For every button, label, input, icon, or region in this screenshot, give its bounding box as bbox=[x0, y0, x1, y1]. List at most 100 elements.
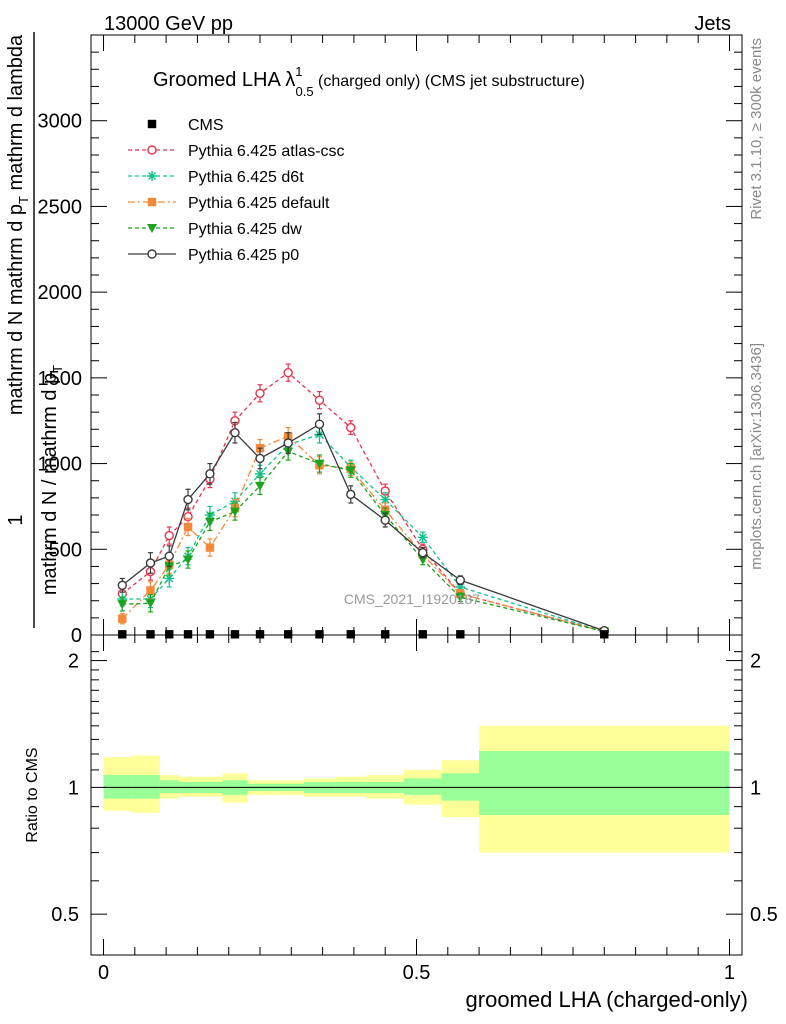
data-point-pythia-6-425-dw bbox=[204, 517, 215, 527]
y-label-part: mathrm d N / mathrm d p bbox=[39, 373, 61, 595]
legend-label-pythia-6-425-dw: Pythia 6.425 dw bbox=[188, 221, 302, 238]
y-label-part: mathrm d p bbox=[5, 204, 27, 305]
data-point-cms bbox=[255, 630, 265, 639]
y-label-denominator: mathrm d N / mathrm d pT bbox=[39, 365, 65, 595]
title-part: 0.5 bbox=[296, 84, 314, 99]
y-tick-label: 500 bbox=[49, 539, 82, 561]
x-tick-label: 0 bbox=[98, 962, 109, 984]
ratio-y-tick-label-right: 1 bbox=[750, 777, 761, 799]
data-point-pythia-6-425-d6t bbox=[380, 494, 391, 505]
data-point-pythia-6-425-p0 bbox=[346, 489, 356, 500]
data-point-pythia-6-425-atlas-csc bbox=[346, 422, 356, 433]
y-tick-label: 2500 bbox=[38, 196, 83, 218]
legend: CMS Pythia 6.425 atlas-csc Pythia 6.425 d6… bbox=[128, 117, 345, 264]
data-point-cms bbox=[315, 630, 324, 639]
rivet-label: Rivet 3.1.10, ≥ 300k events bbox=[748, 38, 765, 220]
data-point-pythia-6-425-default bbox=[205, 543, 215, 552]
y-tick-label: 1000 bbox=[38, 454, 83, 476]
ratio-inner-band-bin bbox=[479, 750, 730, 815]
legend-marker-pythia-6-425-dw bbox=[147, 224, 157, 233]
x-tick-label: 0.5 bbox=[403, 962, 431, 984]
data-point-pythia-6-425-p0 bbox=[230, 428, 240, 438]
x-tick-label: 1 bbox=[724, 962, 735, 984]
y-label-one: 1 bbox=[5, 514, 27, 525]
data-point-pythia-6-425-default bbox=[146, 586, 155, 595]
legend-label-cms: CMS bbox=[188, 117, 224, 134]
data-point-pythia-6-425-atlas-csc bbox=[255, 388, 265, 398]
x-axis-label: groomed LHA (charged-only) bbox=[466, 987, 748, 1012]
ratio-y-tick-label-right: 0.5 bbox=[750, 904, 778, 926]
data-point-pythia-6-425-atlas-csc bbox=[314, 395, 325, 405]
data-point-pythia-6-425-default bbox=[118, 614, 127, 623]
data-point-pythia-6-425-dw bbox=[455, 593, 466, 603]
ratio-y-tick-label-right: 2 bbox=[750, 651, 761, 673]
data-point-pythia-6-425-p0 bbox=[145, 558, 156, 568]
series-group bbox=[118, 630, 609, 639]
ratio-inner-band-bin bbox=[103, 774, 132, 799]
data-point-pythia-6-425-dw bbox=[183, 555, 194, 565]
data-point-cms bbox=[346, 630, 355, 639]
series-line-pythia-6-425-d6t bbox=[122, 433, 605, 633]
ratio-y-axis-label: Ratio to CMS bbox=[24, 747, 41, 842]
data-point-cms bbox=[205, 630, 215, 639]
data-point-pythia-6-425-p0 bbox=[255, 453, 265, 464]
ratio-inner-band-bin bbox=[131, 774, 160, 799]
energy-label: 13000 GeV pp bbox=[104, 13, 233, 35]
data-point-cms bbox=[146, 630, 155, 639]
data-point-pythia-6-425-dw bbox=[314, 459, 325, 469]
y-label-part: mathrm d N bbox=[5, 311, 27, 415]
data-point-pythia-6-425-p0 bbox=[205, 469, 215, 479]
data-point-pythia-6-425-d6t bbox=[164, 573, 175, 584]
data-point-pythia-6-425-p0 bbox=[380, 515, 390, 525]
data-point-pythia-6-425-p0 bbox=[283, 438, 293, 448]
data-point-cms bbox=[118, 630, 127, 639]
y-label-part: T bbox=[50, 365, 65, 373]
legend-marker-cms bbox=[147, 119, 157, 129]
chart-title: Groomed LHA λ1 0.5 (charged only) (CMS je… bbox=[153, 64, 585, 99]
y-tick-label: 3000 bbox=[38, 111, 83, 133]
legend-marker-pythia-6-425-default bbox=[147, 197, 157, 207]
legend-label-pythia-6-425-d6t: Pythia 6.425 d6t bbox=[188, 169, 304, 186]
data-point-pythia-6-425-atlas-csc bbox=[164, 530, 174, 541]
legend-label-pythia-6-425-p0: Pythia 6.425 p0 bbox=[188, 247, 299, 264]
data-point-pythia-6-425-p0 bbox=[418, 548, 428, 558]
data-point-pythia-6-425-p0 bbox=[164, 551, 174, 561]
data-point-pythia-6-425-p0 bbox=[455, 575, 466, 585]
data-point-pythia-6-425-p0 bbox=[314, 419, 325, 429]
category-label: Jets bbox=[694, 13, 731, 35]
data-point-pythia-6-425-dw bbox=[229, 507, 240, 517]
data-point-pythia-6-425-dw bbox=[345, 466, 356, 476]
y-label-numerator: mathrm d N mathrm d pT mathrm d lambda bbox=[5, 34, 31, 415]
data-point-cms bbox=[283, 630, 293, 639]
main-plot: 0 500 1000 1500 2000 2500 3000 CMS Pythia 6.425 … bbox=[5, 32, 743, 647]
data-point-cms bbox=[183, 630, 193, 639]
data-point-cms bbox=[600, 630, 609, 639]
series-group bbox=[117, 413, 609, 636]
data-point-pythia-6-425-d6t bbox=[455, 582, 466, 592]
data-point-pythia-6-425-atlas-csc bbox=[283, 368, 293, 378]
chart-title-text: Groomed LHA λ1 0.5 (charged only) (CMS je… bbox=[153, 64, 585, 99]
data-point-cms bbox=[230, 630, 240, 639]
y-label-part: T bbox=[16, 196, 31, 204]
analysis-watermark: CMS_2021_I1920187 bbox=[344, 591, 480, 607]
legend-marker-pythia-6-425-atlas-csc bbox=[147, 145, 157, 155]
y-label-part: mathrm d lambda bbox=[5, 34, 27, 196]
legend-label-pythia-6-425-default: Pythia 6.425 default bbox=[188, 195, 330, 212]
y-tick-label: 2000 bbox=[38, 282, 83, 304]
data-point-cms bbox=[418, 630, 427, 639]
ratio-plot: 0 0.5 1 0.5 0.5 1 1 2 2 Ratio to CMS groomed LHA (… bbox=[24, 634, 778, 1012]
data-point-pythia-6-425-p0 bbox=[183, 494, 193, 505]
data-point-pythia-6-425-dw bbox=[255, 481, 266, 491]
y-tick-label: 1500 bbox=[38, 368, 83, 390]
ratio-inner-band-bin bbox=[403, 778, 442, 795]
data-point-cms bbox=[381, 630, 390, 639]
legend-marker-pythia-6-425-d6t bbox=[147, 171, 157, 181]
data-point-pythia-6-425-p0 bbox=[117, 580, 127, 590]
data-point-pythia-6-425-d6t bbox=[255, 468, 266, 479]
ratio-inner-band-bin bbox=[159, 780, 179, 793]
data-point-pythia-6-425-d6t bbox=[417, 532, 428, 543]
ratio-y-tick-label: 1 bbox=[68, 777, 79, 799]
title-part: 1 bbox=[295, 64, 302, 79]
